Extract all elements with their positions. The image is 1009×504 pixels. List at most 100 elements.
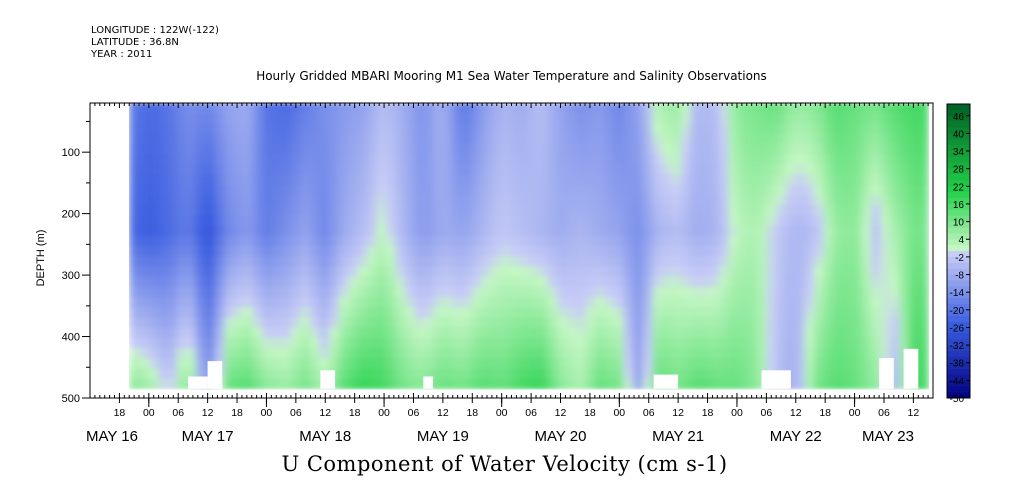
heatmap-cell	[538, 296, 549, 308]
heatmap-cell	[538, 184, 549, 196]
heatmap-cell	[462, 317, 473, 329]
heatmap-cell	[604, 358, 615, 369]
heatmap-cell	[481, 327, 492, 339]
heatmap-cell	[576, 174, 587, 186]
heatmap-cell	[813, 317, 825, 329]
heatmap-cell	[547, 103, 558, 114]
colorbar-label: -50	[950, 394, 965, 405]
heatmap-cell	[813, 378, 825, 390]
heatmap-cell	[699, 347, 710, 359]
heatmap-cell	[195, 164, 206, 176]
heatmap-cell	[243, 327, 254, 339]
heatmap-cell	[195, 235, 206, 247]
heatmap-cell	[376, 307, 387, 318]
hour-tick-label: 18	[819, 407, 831, 419]
heatmap-cell	[528, 235, 539, 247]
heatmap-cell	[395, 327, 406, 339]
heatmap-cell	[148, 347, 159, 359]
heatmap-cell	[338, 133, 349, 145]
heatmap-cell	[775, 143, 787, 155]
heatmap-cell	[205, 154, 216, 165]
heatmap-cell	[813, 174, 825, 186]
heatmap-cell	[129, 378, 140, 390]
heatmap-cell	[557, 143, 568, 155]
heatmap-cell	[899, 266, 910, 278]
heatmap-cell	[861, 266, 872, 278]
heatmap-cell	[176, 276, 187, 288]
heatmap-cell	[452, 347, 463, 359]
heatmap-cell	[680, 225, 691, 237]
heatmap-cell	[661, 327, 672, 339]
heatmap-cell	[224, 194, 235, 206]
heatmap-cell	[167, 347, 178, 359]
heatmap-cell	[642, 113, 653, 125]
heatmap-cell	[347, 245, 359, 257]
heatmap-cell	[737, 133, 748, 145]
heatmap-cell	[718, 215, 729, 227]
heatmap-cell	[300, 113, 311, 125]
heatmap-cell	[718, 296, 729, 308]
heatmap-cell	[405, 317, 416, 329]
heatmap-cell	[366, 317, 378, 329]
heatmap-cell	[823, 286, 834, 298]
heatmap-cell	[652, 266, 663, 278]
heatmap-cell	[509, 184, 520, 196]
colorbar-swatch	[947, 203, 970, 211]
heatmap-cell	[338, 194, 349, 206]
heatmap-cell	[186, 154, 197, 165]
heatmap-cell	[890, 358, 901, 369]
heatmap-cell	[328, 215, 340, 227]
heatmap-cell	[252, 123, 263, 135]
heatmap-cell	[918, 276, 929, 288]
heatmap-cell	[224, 184, 235, 196]
heatmap-cell	[205, 123, 216, 135]
heatmap-cell	[186, 256, 197, 267]
heatmap-cell	[471, 276, 482, 288]
heatmap-cell	[300, 378, 311, 390]
heatmap-cell	[671, 174, 682, 186]
heatmap-cell	[138, 276, 149, 288]
heatmap-cell	[899, 154, 910, 165]
heatmap-cell	[167, 113, 178, 125]
heatmap-cell	[338, 205, 349, 216]
heatmap-cell	[623, 235, 634, 247]
heatmap-cell	[262, 327, 273, 339]
heatmap-cell	[452, 358, 463, 369]
heatmap-cell	[357, 113, 368, 125]
heatmap-cell	[386, 266, 397, 278]
heatmap-cell	[890, 154, 901, 165]
heatmap-cell	[528, 286, 539, 298]
heatmap-cell	[129, 296, 140, 308]
heatmap-cell	[262, 358, 273, 369]
heatmap-cell	[566, 307, 577, 318]
heatmap-cell	[623, 215, 634, 227]
heatmap-cell	[262, 256, 273, 267]
heatmap-cell	[481, 133, 492, 145]
heatmap-cell	[785, 358, 796, 369]
heatmap-cell	[376, 317, 387, 329]
heatmap-cell	[414, 184, 425, 196]
heatmap-cell	[176, 317, 187, 329]
heatmap-cell	[481, 358, 492, 369]
heatmap-cell	[766, 164, 777, 176]
heatmap-cell	[842, 317, 853, 329]
heatmap-cell	[690, 337, 701, 349]
heatmap-cell	[167, 327, 178, 339]
heatmap-cell	[224, 327, 235, 339]
heatmap-cell	[176, 337, 187, 349]
heatmap-cell	[405, 174, 416, 186]
colorbar-swatch	[947, 139, 970, 146]
heatmap-cell	[490, 256, 501, 267]
heatmap-cell	[347, 225, 359, 237]
heatmap-cell	[813, 307, 825, 318]
heatmap-cell	[347, 154, 359, 165]
heatmap-cell	[642, 164, 653, 176]
heatmap-cell	[785, 174, 796, 186]
heatmap-cell	[357, 205, 368, 216]
heatmap-cell	[414, 103, 425, 114]
colorbar-swatch	[947, 298, 970, 305]
heatmap-cell	[576, 307, 587, 318]
heatmap-cell	[794, 154, 806, 165]
heatmap-cell	[909, 225, 920, 237]
heatmap-cell	[243, 276, 254, 288]
